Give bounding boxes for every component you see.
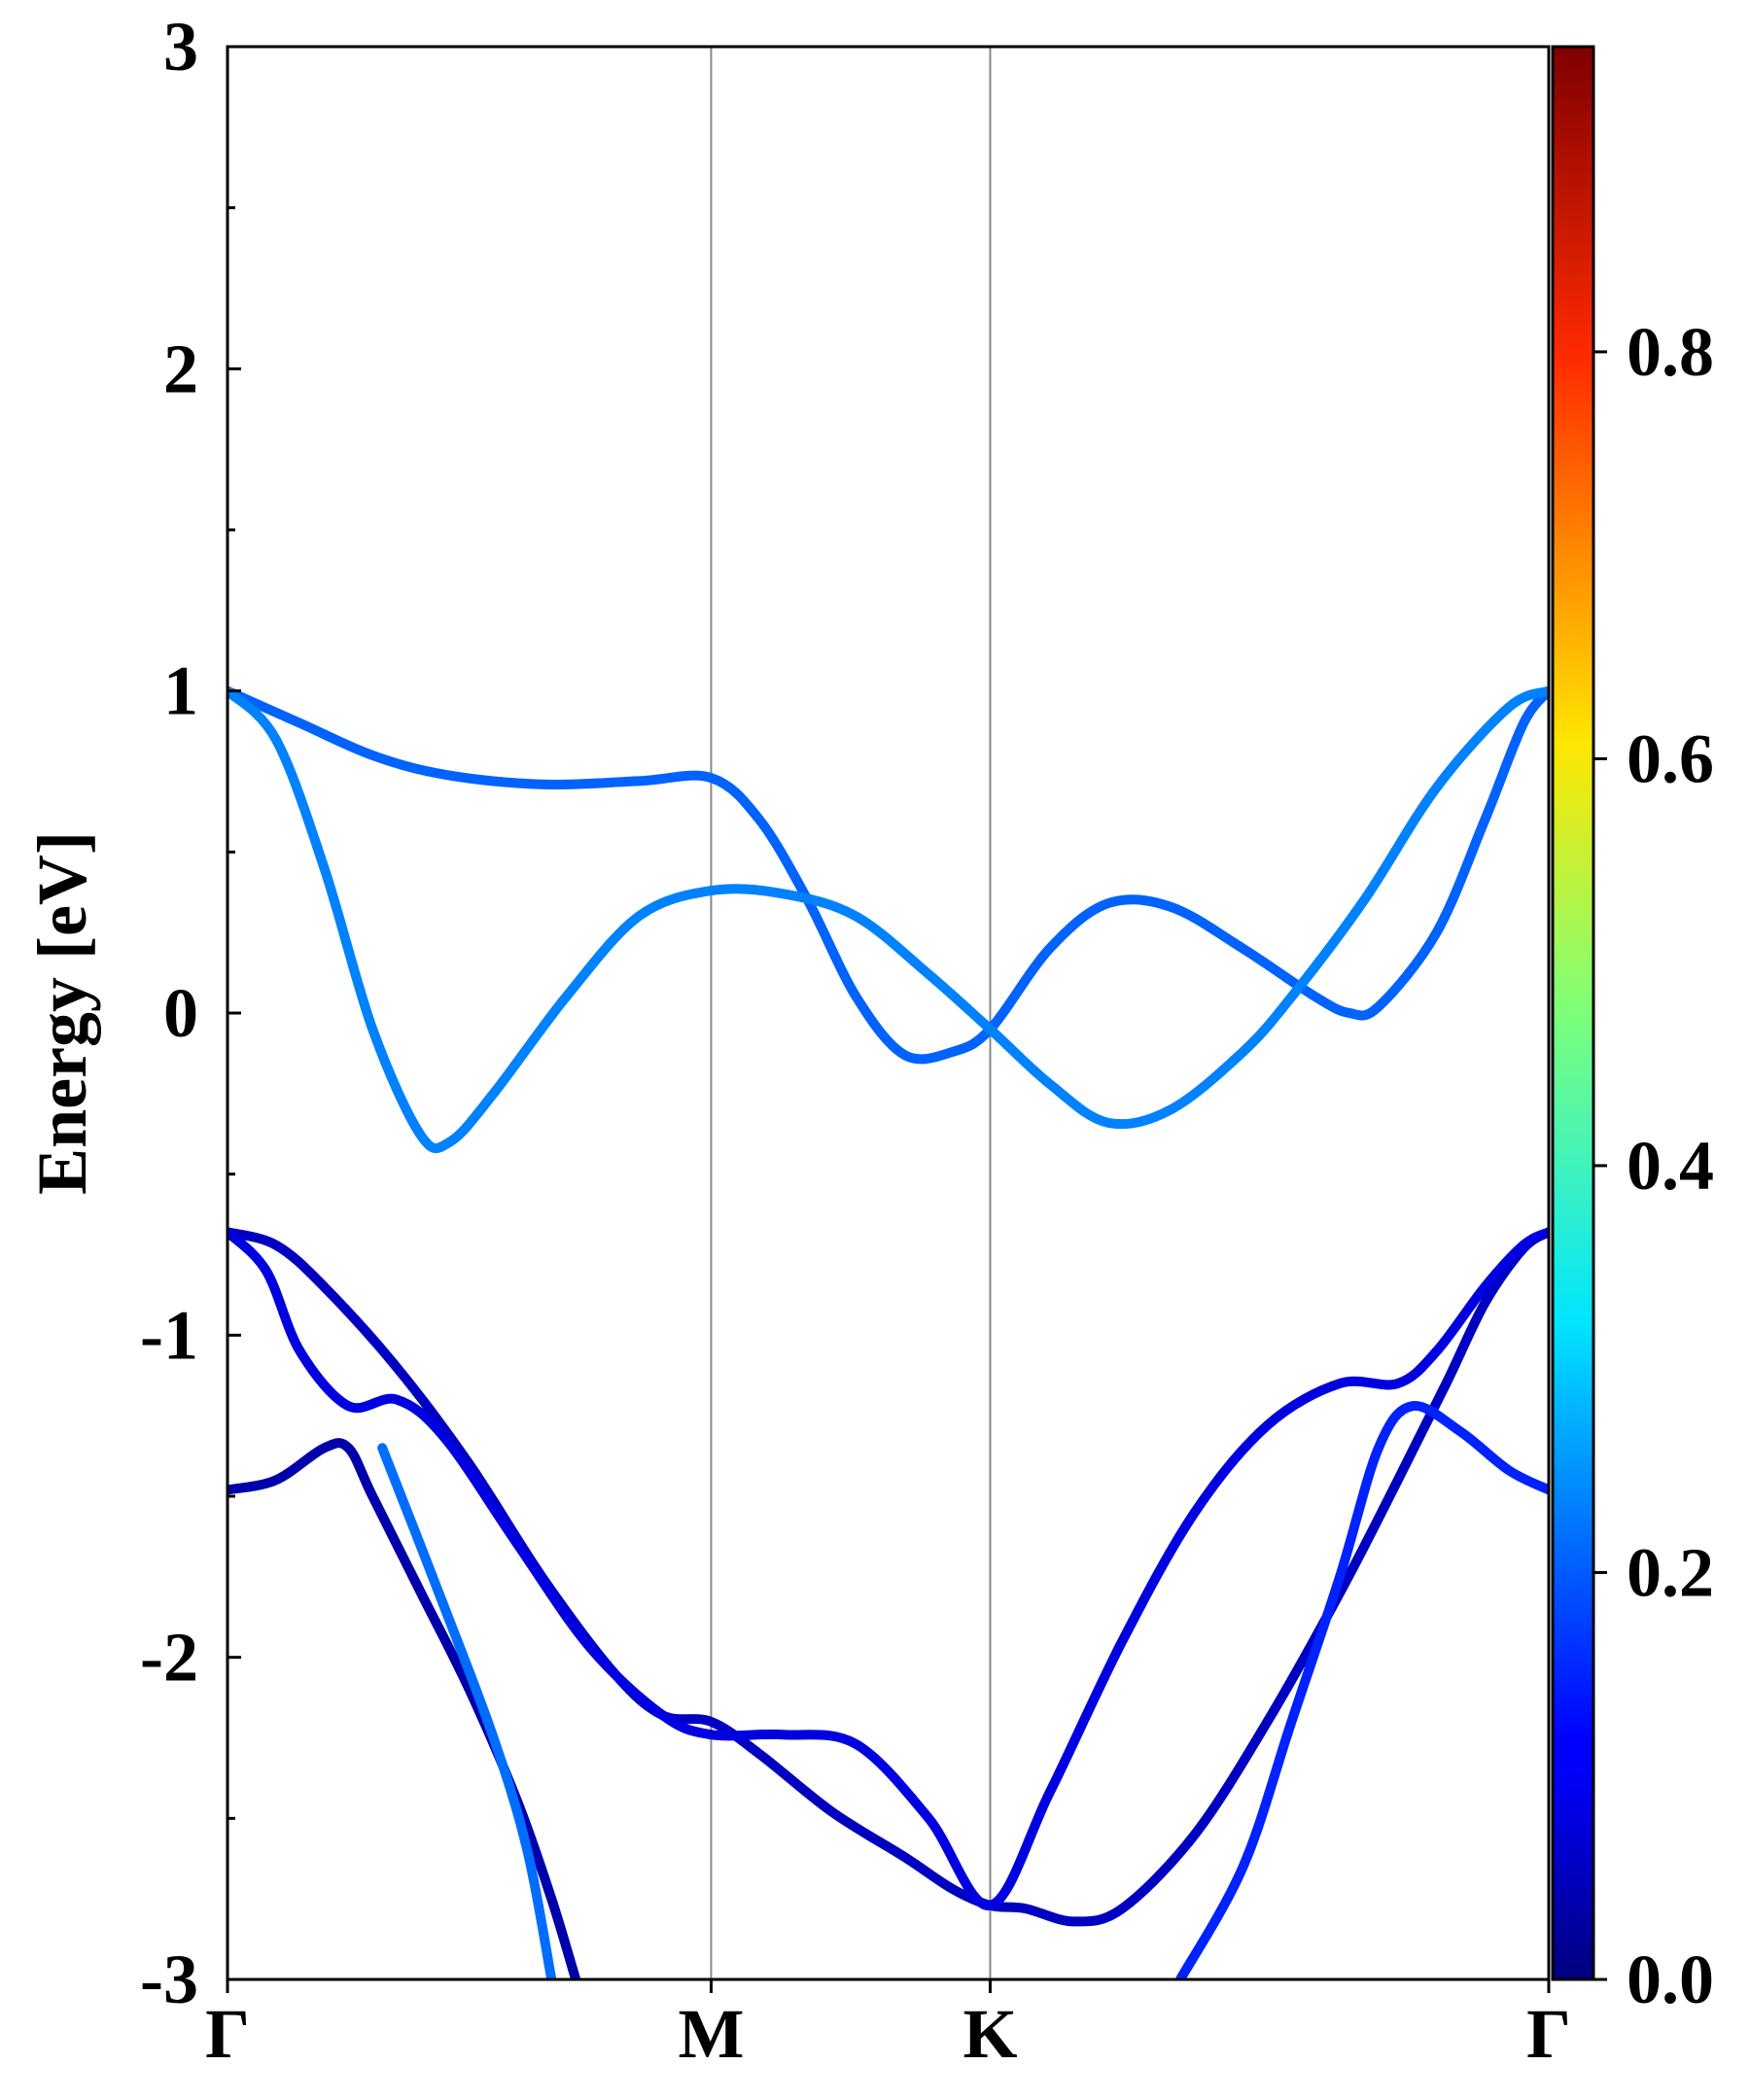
colorbar-tick-label: 0.8 <box>1627 313 1714 391</box>
band-lines <box>228 685 1549 1979</box>
band-line <box>377 1443 557 1979</box>
y-axis-ticks: -3 -2 -1 0 1 2 3 <box>140 8 241 2018</box>
kpoint-label: Γ <box>1526 1995 1571 2073</box>
kpoint-label: M <box>678 1995 744 2073</box>
band-line <box>228 1227 1549 1927</box>
band-line <box>228 1438 581 1979</box>
y-tick-label: 3 <box>163 8 198 86</box>
band-line <box>228 1227 1549 1910</box>
kpoint-label: K <box>962 1995 1017 2073</box>
y-tick-label: -2 <box>140 1619 198 1697</box>
y-tick-label: 0 <box>163 974 198 1052</box>
band-line <box>228 685 1549 1154</box>
colorbar-tick-label: 0.6 <box>1627 719 1714 797</box>
kpoint-label: Γ <box>205 1995 250 2073</box>
colorbar-tick-label: 0.4 <box>1627 1127 1714 1205</box>
colorbar-tick-label: 0.0 <box>1627 1941 1714 2018</box>
colorbar-tick-label: 0.2 <box>1627 1533 1714 1611</box>
colorbar-ticks: 0.0 0.2 0.4 0.6 0.8 <box>1593 313 1714 2018</box>
y-tick-label: -1 <box>140 1296 198 1374</box>
band-line <box>228 685 1549 1065</box>
colorbar <box>1551 45 1595 1981</box>
y-tick-label: 1 <box>163 652 198 730</box>
y-axis-label: Energy [eV] <box>23 831 101 1195</box>
high-symmetry-lines <box>710 47 992 1979</box>
y-tick-label: 2 <box>163 330 198 407</box>
y-tick-label: -3 <box>140 1941 198 2018</box>
band-line <box>1175 1401 1549 1979</box>
